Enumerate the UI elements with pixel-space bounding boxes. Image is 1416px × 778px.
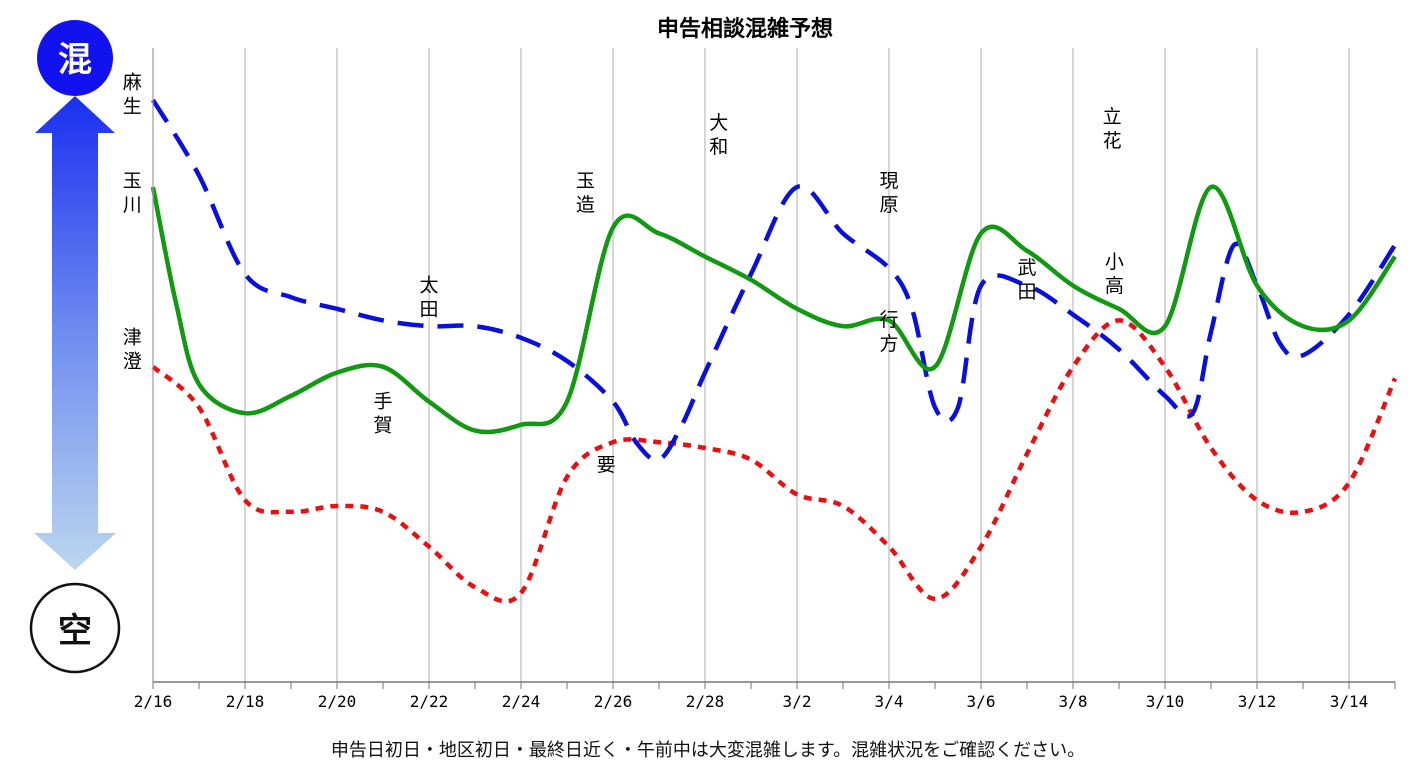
x-tick-label: 2/20 (318, 692, 357, 711)
x-tick-label: 3/6 (967, 692, 996, 711)
x-tick-label: 3/12 (1238, 692, 1277, 711)
x-tick-label: 2/16 (134, 692, 173, 711)
x-tick-label: 3/8 (1059, 692, 1088, 711)
series-line-red (151, 318, 1398, 604)
series-group (150, 98, 1398, 604)
area-label: 津澄 (123, 327, 142, 373)
series-line-blue (151, 98, 1397, 463)
area-label: 手賀 (373, 390, 392, 436)
scale-arrow (34, 96, 116, 570)
area-label: 要 (597, 454, 616, 476)
x-tick-label: 3/4 (875, 692, 904, 711)
x-tick-label: 3/2 (783, 692, 812, 711)
x-tick-label: 3/10 (1146, 692, 1185, 711)
x-tick-label: 2/28 (686, 692, 725, 711)
x-tick-label: 3/14 (1330, 692, 1369, 711)
area-label: 行方 (879, 309, 898, 355)
crowded-badge (37, 20, 113, 96)
area-label: 太田 (419, 274, 438, 320)
x-tick-label: 2/24 (502, 692, 541, 711)
footer-note: 申告日初日・地区初日・最終日近く・午前中は大変混雑します。混雑状況をご確認くださ… (330, 740, 1086, 761)
congestion-scale: 混 空 (29, 20, 121, 674)
x-axis: 2/16 2/18 2/20 2/22 2/24 2/26 2/28 3/2 3/4 3/6 3/8… (134, 48, 1396, 711)
x-tick-label: 2/26 (594, 692, 633, 711)
area-label: 玉川 (123, 170, 142, 216)
chart-title: 申告相談混雑予想 (657, 16, 833, 42)
grid (244, 48, 1350, 682)
area-label: 武田 (1017, 257, 1036, 303)
series-line-green (150, 184, 1397, 435)
crowded-label: 混 (58, 40, 92, 80)
area-label: 小高 (1105, 251, 1124, 297)
area-label: 立花 (1103, 106, 1122, 152)
x-tick-label: 2/22 (410, 692, 449, 711)
empty-badge (29, 582, 121, 674)
empty-label: 空 (58, 611, 92, 651)
area-label: 大和 (709, 112, 728, 158)
area-label: 麻生 (123, 71, 142, 117)
area-label: 現原 (879, 170, 898, 216)
x-tick-label: 2/18 (226, 692, 265, 711)
area-label: 玉造 (576, 170, 595, 216)
